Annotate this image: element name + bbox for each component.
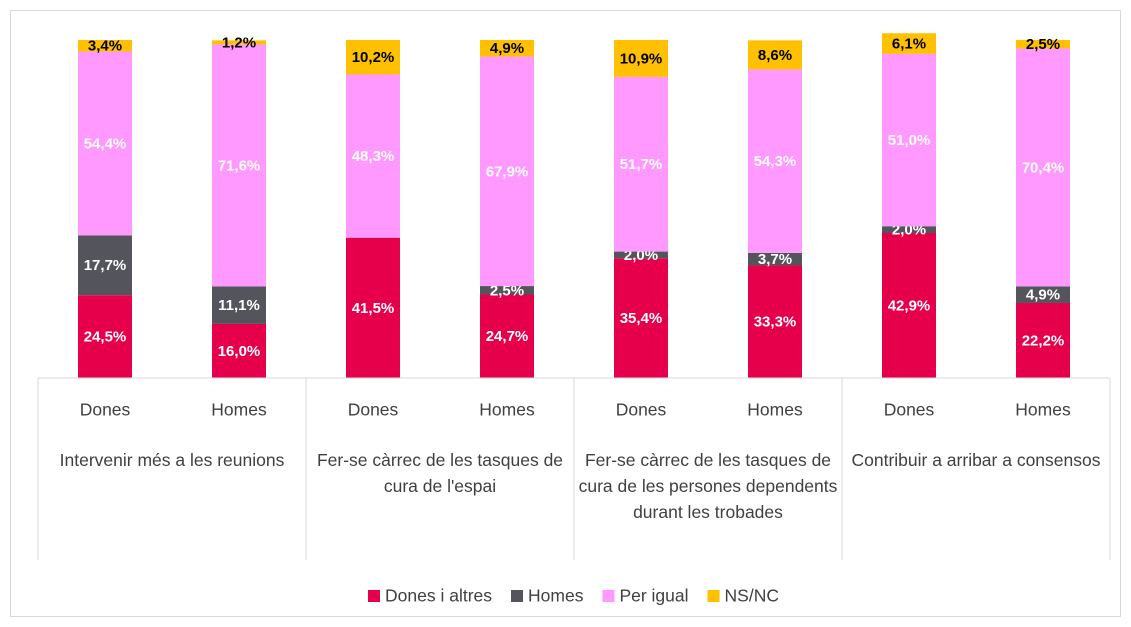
- bar-segment: [1016, 302, 1070, 378]
- legend-swatch: [707, 590, 720, 602]
- bar-segment: [480, 294, 534, 378]
- data-label: 22,2%: [1022, 332, 1065, 349]
- data-label: 42,9%: [888, 297, 931, 314]
- x-tick-label: Dones: [348, 400, 399, 420]
- bar-segment: [614, 251, 668, 259]
- data-label: 2,5%: [1026, 36, 1060, 53]
- data-label: 6,1%: [892, 36, 926, 53]
- x-tick-label: Dones: [80, 400, 131, 420]
- group-label: Intervenir més a les reunions: [59, 450, 285, 470]
- data-label: 17,7%: [84, 257, 127, 274]
- data-label: 54,4%: [84, 135, 127, 152]
- x-tick-label: Dones: [884, 400, 935, 420]
- group-label: Fer-se càrrec de les tasques de cura de …: [316, 450, 564, 496]
- data-label: 51,7%: [620, 156, 663, 173]
- data-label: 11,1%: [218, 297, 260, 314]
- bar-segment: [346, 74, 400, 238]
- bar-segment: [346, 237, 400, 378]
- data-label: 41,5%: [352, 300, 395, 317]
- bar-segment: [1016, 48, 1070, 287]
- bar-segment: [882, 53, 936, 227]
- bar-segment: [614, 76, 668, 252]
- legend-swatch: [511, 590, 524, 602]
- bar-segment: [882, 33, 936, 54]
- x-tick-label: Dones: [616, 400, 667, 420]
- bar-segment: [882, 232, 936, 378]
- bar-segment: [1016, 286, 1070, 303]
- legend-swatch: [602, 590, 615, 602]
- bar-segment: [78, 51, 132, 236]
- data-label: 1,2%: [222, 34, 256, 51]
- bar-segment: [1016, 40, 1070, 49]
- bar-segment: [480, 56, 534, 287]
- data-label: 8,6%: [758, 47, 792, 64]
- bar-segment: [882, 226, 936, 233]
- data-label: 71,6%: [218, 157, 261, 174]
- data-label: 4,9%: [490, 40, 524, 57]
- data-label: 2,5%: [490, 282, 524, 299]
- bar-segment: [78, 295, 132, 378]
- bar-segment: [212, 40, 266, 45]
- data-label: 70,4%: [1022, 159, 1065, 176]
- bar-segment: [614, 40, 668, 77]
- x-tick-label: Homes: [479, 400, 535, 420]
- group-label: Fer-se càrrec de les tasques de cura de …: [578, 450, 838, 522]
- x-tick-label: Homes: [211, 400, 267, 420]
- bar-segment: [480, 40, 534, 57]
- legend-label: Dones i altres: [385, 586, 492, 606]
- data-label: 51,0%: [888, 132, 931, 149]
- data-label: 48,3%: [352, 148, 395, 165]
- bar-segment: [212, 44, 266, 287]
- x-tick-label: Homes: [747, 400, 803, 420]
- legend-swatch: [368, 590, 381, 602]
- data-label: 24,5%: [84, 329, 127, 346]
- data-label: 16,0%: [218, 343, 261, 360]
- legend-label: Per igual: [619, 586, 688, 606]
- legend-label: Homes: [528, 586, 584, 606]
- bar-segment: [748, 265, 802, 378]
- data-label: 3,4%: [88, 38, 122, 55]
- data-label: 10,9%: [620, 50, 663, 67]
- data-label: 3,7%: [758, 251, 792, 268]
- bar-segment: [78, 40, 132, 52]
- bar-segment: [480, 286, 534, 295]
- bar-segment: [212, 286, 266, 324]
- group-label: Contribuir a arribar a consensos: [851, 450, 1101, 470]
- data-label: 33,3%: [754, 314, 797, 331]
- data-label: 67,9%: [486, 163, 529, 180]
- x-tick-label: Homes: [1015, 400, 1071, 420]
- data-label: 54,3%: [754, 153, 797, 170]
- bar-segment: [346, 40, 400, 75]
- bar-segment: [748, 252, 802, 266]
- data-label: 35,4%: [620, 310, 663, 327]
- bar-segment: [748, 40, 802, 70]
- bar-segment: [212, 323, 266, 378]
- data-label: 4,9%: [1026, 287, 1060, 304]
- bar-segment: [748, 69, 802, 253]
- legend-label: NS/NC: [725, 586, 779, 606]
- data-label: 10,2%: [352, 49, 395, 66]
- bar-segment: [614, 258, 668, 378]
- chart-border: [10, 10, 1121, 617]
- data-label: 24,7%: [486, 328, 529, 345]
- bar-segment: [78, 235, 132, 296]
